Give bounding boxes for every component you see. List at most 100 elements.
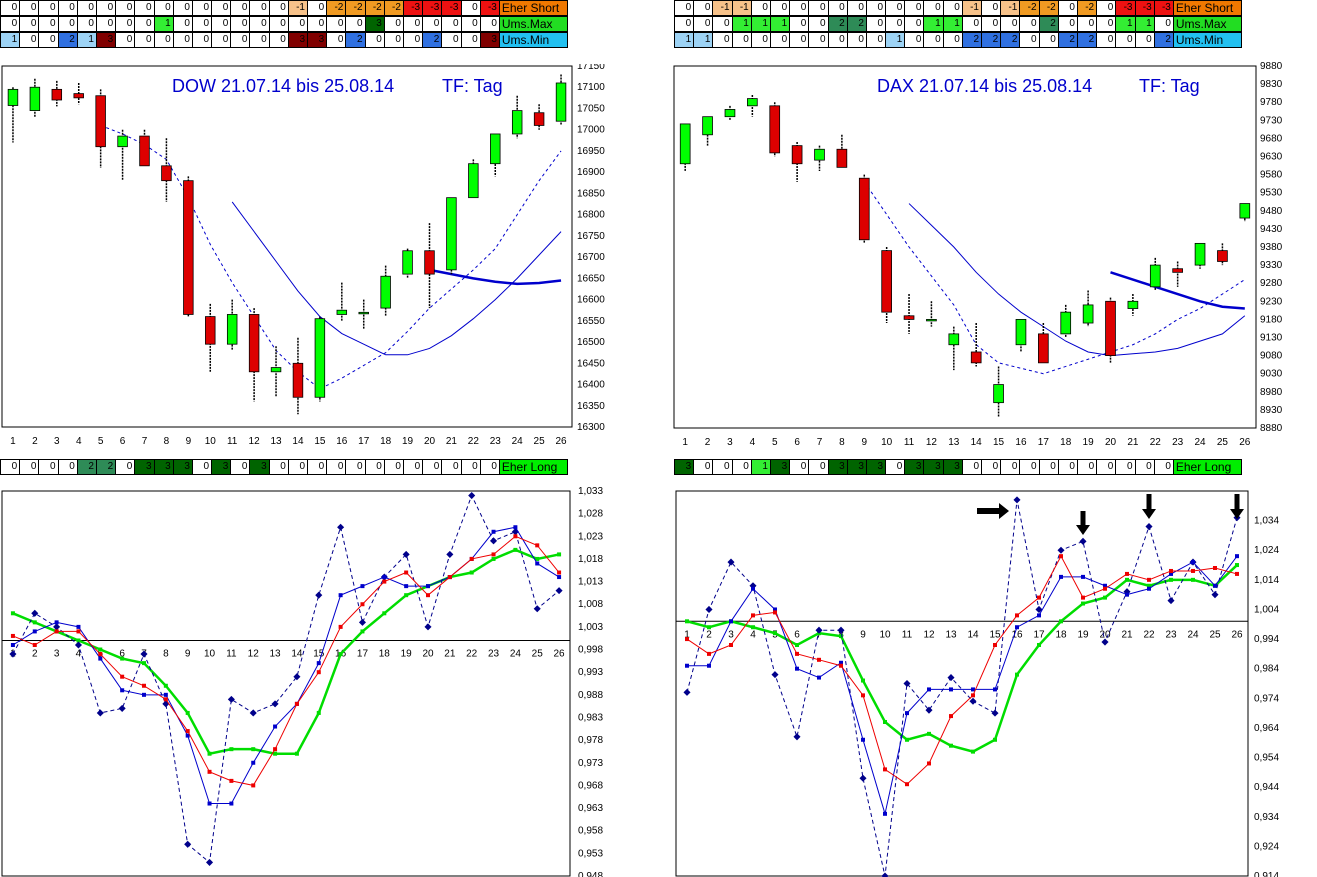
- green-series-point: [927, 731, 931, 736]
- arrow-icon: [1076, 511, 1090, 535]
- blue-series-point: [98, 656, 103, 661]
- signal-cell: 3: [287, 32, 308, 48]
- x-tick-label: 9: [185, 648, 191, 659]
- signal-cell: 0: [712, 459, 733, 475]
- signal-cell: 3: [307, 32, 328, 48]
- blue-series-point: [795, 666, 799, 671]
- green-series-point: [32, 620, 37, 625]
- x-tick-label: 9: [186, 436, 192, 447]
- red-series-point: [426, 593, 430, 598]
- signal-cell: 0: [1038, 32, 1059, 48]
- red-series-point: [251, 783, 256, 788]
- signal-cell: 0: [1057, 16, 1078, 32]
- signal-cell: -1: [287, 0, 308, 16]
- green-series-point: [1015, 672, 1019, 677]
- x-tick-label: 26: [555, 436, 567, 447]
- red-series-point: [1169, 568, 1173, 573]
- y-tick-label: 16450: [577, 358, 605, 369]
- signal-cell: 0: [134, 0, 155, 16]
- x-tick-label: 23: [490, 436, 502, 447]
- signal-cell: 0: [865, 16, 887, 32]
- red-series-point: [120, 674, 125, 679]
- x-tick-label: 13: [270, 436, 282, 447]
- signal-cell: 0: [191, 459, 213, 475]
- candle-body: [836, 148, 848, 168]
- green-series-point: [1103, 595, 1107, 600]
- signal-cell: -1: [712, 0, 733, 16]
- arrow-icon: [1142, 494, 1156, 519]
- blue-series-point: [207, 801, 212, 806]
- x-tick-label: 7: [817, 437, 823, 448]
- plot-area: [673, 65, 1257, 429]
- signal-cell: -2: [1076, 0, 1098, 16]
- candle-body: [1015, 318, 1027, 346]
- y-tick-label: 16400: [577, 380, 605, 391]
- x-tick-label: 2: [705, 437, 711, 448]
- blue-series-point: [1235, 554, 1239, 559]
- red-series-point: [142, 683, 146, 688]
- signal-row-label: Ums.Max: [498, 16, 568, 32]
- green-series-point: [163, 683, 168, 688]
- signal-cell: 2: [1000, 32, 1021, 48]
- signal-cell: 1: [731, 16, 752, 32]
- candle-body: [139, 135, 150, 167]
- x-tick-label: 11: [226, 648, 237, 659]
- arrow-icon: [977, 503, 1009, 519]
- red-series-line: [12, 535, 560, 786]
- x-tick-label: 2: [706, 629, 712, 640]
- candle-body: [358, 311, 369, 315]
- signal-cell: -3: [1153, 0, 1174, 16]
- red-series-point: [795, 651, 799, 656]
- signal-cell: 0: [95, 0, 117, 16]
- signal-cell: 0: [942, 32, 963, 48]
- signal-cell: 1: [153, 16, 174, 32]
- green-series-point: [883, 720, 887, 724]
- signal-cell: 3: [923, 459, 944, 475]
- signal-cell: 0: [153, 32, 174, 48]
- y-tick-label: 9730: [1260, 115, 1283, 126]
- signal-cell: 1: [750, 16, 771, 32]
- dashed-series-point: [903, 679, 911, 688]
- red-series-point: [927, 761, 931, 766]
- candle-body: [117, 135, 128, 148]
- y-tick-label: 0,993: [578, 667, 603, 678]
- y-tick-label: 16800: [577, 210, 605, 221]
- x-tick-label: 21: [444, 648, 456, 659]
- y-tick-label: 0,988: [578, 690, 603, 701]
- signal-cell: 0: [57, 459, 78, 475]
- candle-body: [226, 314, 238, 345]
- signal-cell: 0: [846, 0, 867, 16]
- signal-cell: 0: [1000, 16, 1021, 32]
- signal-cell: 0: [268, 0, 289, 16]
- green-series-point: [795, 643, 799, 647]
- red-series-point: [54, 629, 59, 634]
- x-tick-label: 16: [1011, 629, 1023, 640]
- x-tick-label: 18: [1060, 437, 1072, 448]
- signal-cell: 0: [153, 0, 174, 16]
- x-tick-label: 14: [292, 436, 304, 447]
- signal-cell: 0: [769, 32, 791, 48]
- y-tick-label: 9480: [1260, 206, 1283, 217]
- x-tick-label: 8: [164, 436, 170, 447]
- red-series-point: [469, 556, 474, 561]
- signal-cell: 0: [750, 0, 771, 16]
- signal-cell: 0: [1019, 16, 1040, 32]
- blue-series-point: [729, 619, 733, 624]
- signal-cell: 0: [981, 16, 1002, 32]
- y-tick-label: 9630: [1260, 152, 1283, 163]
- candle-body: [1038, 333, 1049, 364]
- x-tick-label: 10: [881, 437, 893, 448]
- blue-series-point: [971, 687, 975, 692]
- red-series-point: [557, 570, 562, 575]
- x-tick-label: 2: [32, 648, 38, 659]
- y-tick-label: 9130: [1260, 333, 1283, 344]
- x-tick-label: 15: [313, 648, 325, 659]
- x-tick-label: 11: [904, 437, 915, 448]
- signal-cell: 0: [1096, 32, 1117, 48]
- y-tick-label: 1,004: [1254, 604, 1279, 615]
- green-series-point: [707, 625, 711, 630]
- signal-cell: 0: [1153, 16, 1174, 32]
- green-series-point: [839, 634, 843, 639]
- plot-area: [1, 65, 573, 428]
- signal-cell: 0: [383, 32, 404, 48]
